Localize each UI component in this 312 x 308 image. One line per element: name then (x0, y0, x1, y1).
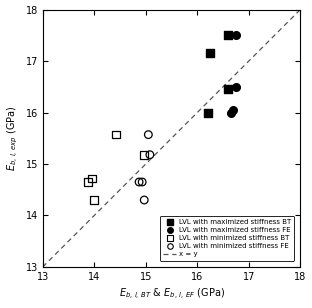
Point (205, 110, 210, 115)
Y-axis label: $E_{b,\,l,\,exp}$ (GPa): $E_{b,\,l,\,exp}$ (GPa) (6, 105, 20, 171)
Point (92, 197, 97, 202)
Point (140, 180, 145, 184)
Point (208, 51, 213, 56)
Point (233, 84, 238, 89)
Point (147, 152, 152, 157)
X-axis label: $E_{b,\,l,\,BT}$ & $E_{b,\,l,\,EF}$ (GPa): $E_{b,\,l,\,BT}$ & $E_{b,\,l,\,EF}$ (GPa… (119, 287, 225, 302)
Point (113, 132, 118, 137)
Point (226, 87, 231, 92)
Point (146, 132, 151, 137)
Legend: LVL with maximized stiffness BT, LVL with maximized stiffness FE, LVL with minim: LVL with maximized stiffness BT, LVL wit… (160, 216, 294, 261)
Point (85, 180, 90, 184)
Point (231, 107, 236, 112)
Point (142, 152, 147, 157)
Point (226, 33, 231, 38)
Point (233, 33, 238, 38)
Point (228, 110, 233, 115)
Point (137, 180, 142, 184)
Point (89, 176, 94, 181)
Point (142, 197, 147, 202)
